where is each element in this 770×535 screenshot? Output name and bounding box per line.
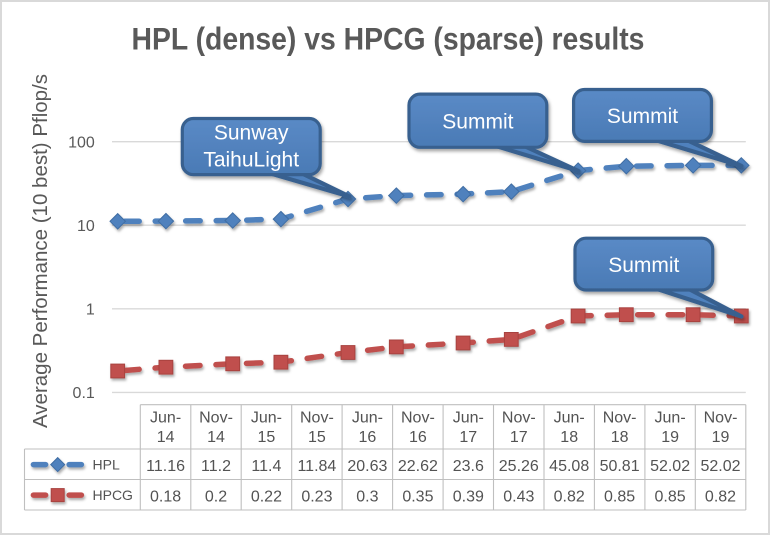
- svg-text:HPCG: HPCG: [93, 487, 133, 503]
- svg-text:22.62: 22.62: [398, 458, 438, 475]
- svg-text:19: 19: [712, 429, 730, 446]
- svg-text:Nov-: Nov-: [199, 410, 233, 427]
- svg-text:HPL: HPL: [93, 457, 120, 473]
- svg-text:11.16: 11.16: [146, 458, 185, 475]
- svg-text:Nov-: Nov-: [401, 410, 435, 427]
- svg-text:15: 15: [308, 429, 326, 446]
- svg-text:11.84: 11.84: [297, 458, 336, 475]
- svg-text:50.81: 50.81: [600, 458, 640, 475]
- svg-text:Nov-: Nov-: [300, 410, 334, 427]
- svg-text:100: 100: [68, 134, 95, 151]
- svg-text:0.85: 0.85: [655, 489, 686, 506]
- svg-text:17: 17: [459, 429, 477, 446]
- svg-text:TaihuLight: TaihuLight: [203, 148, 299, 171]
- svg-text:Sunway: Sunway: [214, 122, 289, 145]
- svg-text:0.39: 0.39: [453, 489, 484, 506]
- svg-text:14: 14: [157, 429, 175, 446]
- svg-text:45.08: 45.08: [549, 458, 589, 475]
- svg-text:Nov-: Nov-: [603, 410, 637, 427]
- svg-text:0.3: 0.3: [356, 489, 378, 506]
- svg-text:25.26: 25.26: [499, 458, 539, 475]
- svg-text:11.4: 11.4: [251, 458, 281, 475]
- svg-text:16: 16: [359, 429, 377, 446]
- svg-text:17: 17: [510, 429, 528, 446]
- svg-text:Jun-: Jun-: [453, 410, 484, 427]
- svg-text:0.82: 0.82: [554, 489, 585, 506]
- svg-text:10: 10: [77, 218, 95, 235]
- svg-text:19: 19: [661, 429, 679, 446]
- svg-text:0.43: 0.43: [503, 489, 534, 506]
- svg-text:Jun-: Jun-: [251, 410, 282, 427]
- svg-text:16: 16: [409, 429, 427, 446]
- svg-text:0.82: 0.82: [705, 489, 736, 506]
- svg-text:Summit: Summit: [608, 254, 679, 277]
- svg-text:0.35: 0.35: [402, 489, 433, 506]
- svg-text:Jun-: Jun-: [554, 410, 585, 427]
- svg-text:18: 18: [611, 429, 629, 446]
- svg-text:14: 14: [207, 429, 225, 446]
- svg-text:0.23: 0.23: [301, 489, 332, 506]
- svg-text:1: 1: [86, 302, 95, 319]
- svg-text:18: 18: [560, 429, 578, 446]
- svg-text:Jun-: Jun-: [352, 410, 383, 427]
- svg-text:0.22: 0.22: [251, 489, 282, 506]
- svg-text:Nov-: Nov-: [704, 410, 738, 427]
- svg-text:52.02: 52.02: [650, 458, 690, 475]
- svg-text:52.02: 52.02: [700, 458, 740, 475]
- svg-text:Summit: Summit: [607, 105, 678, 128]
- svg-text:11.2: 11.2: [201, 458, 231, 475]
- svg-text:23.6: 23.6: [453, 458, 484, 475]
- svg-text:0.18: 0.18: [150, 489, 181, 506]
- svg-text:HPL (dense) vs HPCG (sparse) r: HPL (dense) vs HPCG (sparse) results: [132, 22, 645, 57]
- svg-text:Nov-: Nov-: [502, 410, 536, 427]
- svg-text:0.2: 0.2: [205, 489, 227, 506]
- svg-text:0.85: 0.85: [604, 489, 635, 506]
- svg-text:15: 15: [258, 429, 276, 446]
- svg-text:20.63: 20.63: [347, 458, 387, 475]
- svg-text:Jun-: Jun-: [150, 410, 181, 427]
- svg-text:0.1: 0.1: [73, 385, 95, 402]
- svg-text:Average Performance (10 best): Average Performance (10 best) Pflop/s: [29, 74, 52, 428]
- svg-text:Jun-: Jun-: [655, 410, 686, 427]
- svg-text:Summit: Summit: [442, 110, 513, 133]
